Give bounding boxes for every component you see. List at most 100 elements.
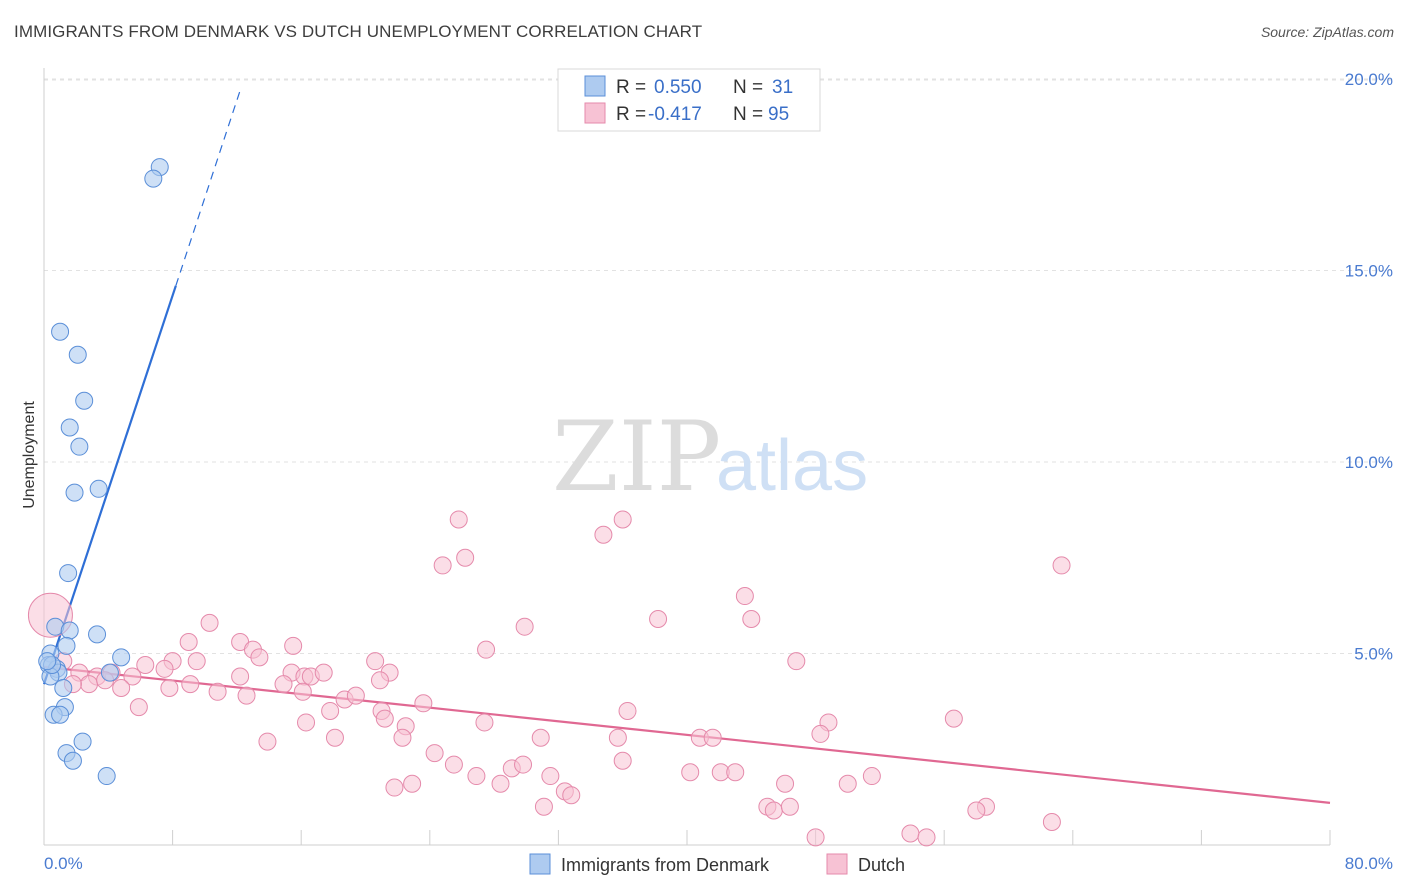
bottom-legend-label-denmark: Immigrants from Denmark bbox=[561, 855, 770, 875]
data-point-dutch bbox=[274, 675, 293, 694]
data-point-denmark bbox=[51, 705, 70, 724]
data-point-dutch bbox=[112, 678, 131, 697]
bottom-legend-swatch-denmark bbox=[529, 853, 551, 875]
axes bbox=[43, 68, 1331, 846]
data-point-dutch bbox=[477, 640, 496, 659]
data-point-dutch bbox=[321, 701, 340, 720]
data-point-denmark bbox=[60, 621, 79, 640]
data-point-denmark bbox=[68, 345, 87, 364]
data-point-dutch bbox=[325, 728, 344, 747]
data-point-denmark bbox=[54, 678, 73, 697]
data-point-dutch bbox=[293, 682, 312, 701]
x-tick-label-max: 80.0% bbox=[1345, 854, 1393, 873]
data-point-dutch bbox=[346, 686, 365, 705]
watermark: ZIP atlas bbox=[552, 401, 868, 513]
data-point-dutch bbox=[811, 724, 830, 743]
data-point-dutch bbox=[136, 655, 155, 674]
data-point-denmark bbox=[97, 767, 116, 786]
data-point-dutch bbox=[414, 694, 433, 713]
data-point-dutch bbox=[944, 709, 963, 728]
data-point-dutch bbox=[608, 728, 627, 747]
data-point-dutch bbox=[531, 728, 550, 747]
data-point-dutch bbox=[613, 510, 632, 529]
y-tick-labels: 5.0% 10.0% 15.0% 20.0% bbox=[1345, 70, 1393, 664]
data-point-dutch bbox=[444, 755, 463, 774]
data-point-denmark bbox=[38, 652, 57, 671]
data-point-dutch bbox=[735, 587, 754, 606]
data-point-denmark bbox=[73, 732, 92, 751]
data-point-dutch bbox=[250, 648, 269, 667]
data-point-dutch bbox=[181, 675, 200, 694]
data-point-dutch bbox=[917, 828, 936, 847]
data-point-dutch bbox=[208, 682, 227, 701]
bottom-legend-label-dutch: Dutch bbox=[858, 855, 905, 875]
data-point-dutch bbox=[1042, 813, 1061, 832]
legend-r-value-denmark: 0.550 bbox=[654, 77, 702, 98]
data-point-denmark bbox=[51, 322, 70, 341]
y-tick-label: 15.0% bbox=[1345, 262, 1393, 281]
data-point-denmark bbox=[65, 483, 84, 502]
data-point-dutch bbox=[231, 667, 250, 686]
data-point-dutch bbox=[314, 663, 333, 682]
chart-title: IMMIGRANTS FROM DENMARK VS DUTCH UNEMPLO… bbox=[14, 22, 703, 41]
data-point-denmark bbox=[70, 437, 89, 456]
bottom-legend: Immigrants from Denmark Dutch bbox=[529, 853, 905, 875]
data-point-denmark bbox=[100, 663, 119, 682]
data-point-denmark bbox=[60, 418, 79, 437]
data-point-dutch bbox=[491, 774, 510, 793]
data-point-dutch bbox=[449, 510, 468, 529]
data-point-dutch bbox=[284, 636, 303, 655]
data-point-dutch bbox=[258, 732, 277, 751]
data-point-denmark bbox=[57, 636, 76, 655]
data-point-dutch bbox=[433, 556, 452, 575]
data-point-dutch bbox=[456, 548, 475, 567]
x-tick-label-min: 0.0% bbox=[44, 854, 83, 873]
data-points bbox=[27, 158, 1071, 847]
data-point-dutch bbox=[742, 610, 761, 629]
data-point-dutch bbox=[726, 763, 745, 782]
data-point-dutch bbox=[787, 652, 806, 671]
y-axis-label: Unemployment bbox=[21, 401, 38, 509]
data-point-denmark bbox=[89, 479, 108, 498]
y-tick-label: 20.0% bbox=[1345, 70, 1393, 89]
legend-box: R = 0.550 N = 31 R = -0.417 N = 95 bbox=[557, 68, 821, 132]
data-point-denmark bbox=[88, 625, 107, 644]
data-point-dutch bbox=[515, 617, 534, 636]
legend-n-label-dutch: N = bbox=[733, 104, 763, 125]
data-point-dutch bbox=[618, 701, 637, 720]
data-point-denmark bbox=[112, 648, 131, 667]
data-point-dutch bbox=[1052, 556, 1071, 575]
data-point-dutch bbox=[967, 801, 986, 820]
trend-line-dutch bbox=[43, 665, 1331, 804]
data-point-dutch bbox=[80, 675, 99, 694]
data-point-dutch bbox=[776, 774, 795, 793]
data-point-dutch bbox=[703, 728, 722, 747]
data-point-dutch bbox=[366, 652, 385, 671]
legend-n-value-denmark: 31 bbox=[772, 77, 793, 98]
legend-r-label-denmark: R = bbox=[616, 77, 646, 98]
data-point-denmark bbox=[63, 751, 82, 770]
data-point-dutch bbox=[187, 652, 206, 671]
y-tick-label: 10.0% bbox=[1345, 453, 1393, 472]
data-point-dutch bbox=[200, 613, 219, 632]
data-point-dutch bbox=[764, 801, 783, 820]
data-point-dutch bbox=[123, 667, 142, 686]
data-point-dutch bbox=[370, 671, 389, 690]
data-point-dutch bbox=[179, 633, 198, 652]
data-point-denmark bbox=[59, 564, 78, 583]
data-point-dutch bbox=[297, 713, 316, 732]
data-point-dutch bbox=[393, 728, 412, 747]
legend-n-value-dutch: 95 bbox=[768, 104, 789, 125]
data-point-dutch bbox=[385, 778, 404, 797]
data-point-dutch bbox=[403, 774, 422, 793]
data-point-dutch bbox=[534, 797, 553, 816]
data-point-dutch bbox=[155, 659, 174, 678]
data-point-dutch bbox=[160, 678, 179, 697]
data-point-dutch bbox=[901, 824, 920, 843]
data-point-dutch bbox=[425, 744, 444, 763]
legend-swatch-dutch bbox=[584, 102, 606, 124]
data-point-dutch bbox=[838, 774, 857, 793]
data-point-denmark bbox=[75, 391, 94, 410]
source-credit: Source: ZipAtlas.com bbox=[1260, 24, 1394, 40]
